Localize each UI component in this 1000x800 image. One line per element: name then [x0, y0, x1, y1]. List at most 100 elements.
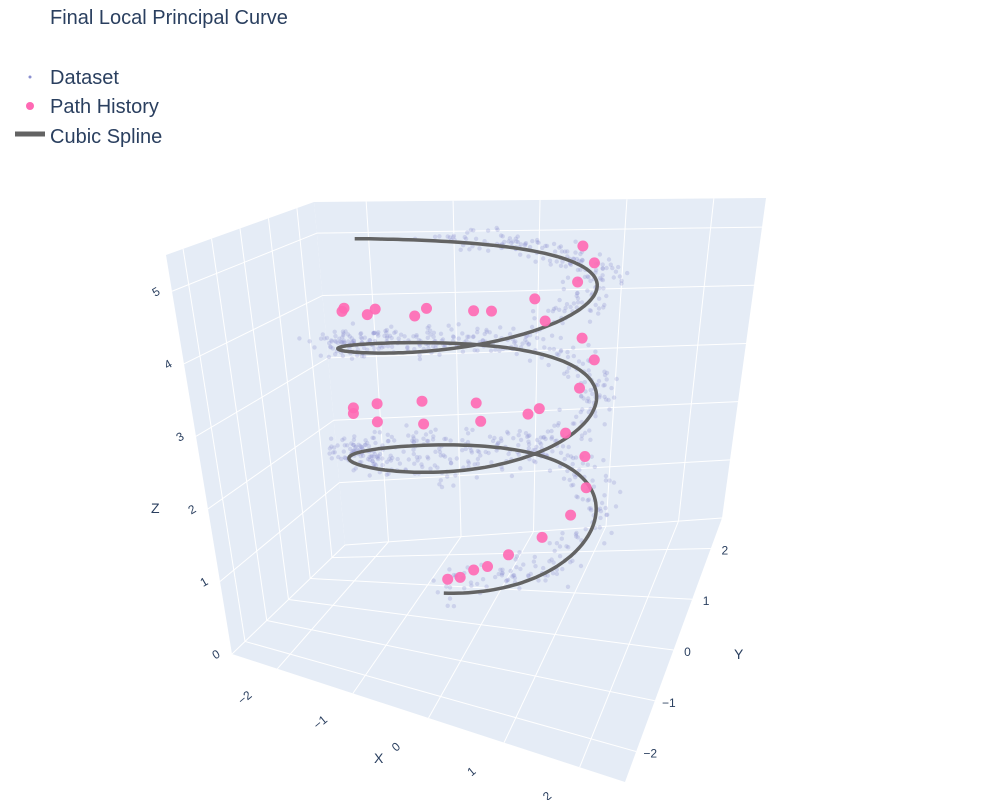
dataset-point: [385, 432, 390, 437]
dataset-point: [475, 326, 480, 331]
dataset-point: [543, 243, 548, 249]
dataset-point: [528, 571, 533, 577]
dataset-point: [571, 482, 576, 488]
dataset-point: [523, 431, 529, 436]
dataset-point: [428, 332, 433, 337]
dataset-point: [580, 258, 585, 263]
dataset-point: [534, 444, 539, 450]
dataset-point: [447, 567, 452, 572]
path-history-point: [560, 427, 572, 439]
z-tick-label: 5: [150, 284, 163, 300]
dataset-point: [424, 438, 430, 444]
dataset-point: [372, 429, 377, 435]
dataset-point: [534, 335, 540, 341]
dataset-point: [611, 395, 617, 400]
y-tick-label: 2: [721, 543, 728, 557]
dataset-point: [588, 278, 593, 284]
dataset-point: [514, 554, 520, 559]
dataset-point: [549, 333, 555, 338]
dataset-point: [465, 230, 470, 235]
dataset-point: [602, 541, 607, 546]
dataset-point: [516, 433, 521, 438]
dataset-point: [495, 441, 500, 446]
dataset-point: [333, 339, 339, 345]
dataset-point: [619, 281, 624, 286]
dataset-point: [600, 262, 605, 267]
dataset-point: [411, 334, 416, 339]
dataset-point: [595, 382, 600, 388]
dataset-point: [330, 346, 335, 351]
dataset-point: [549, 557, 554, 562]
dataset-point: [602, 302, 607, 308]
dataset-point: [414, 430, 419, 435]
dataset-point: [590, 478, 595, 483]
dataset-point: [554, 259, 559, 264]
path-history-point: [468, 305, 480, 317]
grid-line-x-back: [533, 199, 541, 532]
path-history-point: [336, 305, 348, 317]
dataset-point: [356, 442, 361, 447]
grid-line-x-back: [605, 199, 628, 527]
dataset-point: [514, 351, 519, 357]
dataset-point: [596, 296, 602, 301]
dataset-point: [375, 455, 381, 460]
dataset-point: [367, 457, 372, 463]
dataset-point: [587, 399, 592, 404]
dataset-point: [447, 585, 453, 590]
dataset-point: [381, 344, 386, 349]
dataset-point: [564, 544, 569, 549]
dataset-point: [566, 444, 571, 450]
dataset-point: [411, 434, 416, 439]
path-history-point: [482, 561, 493, 572]
dataset-point: [484, 327, 489, 333]
dataset-point: [454, 456, 459, 461]
dataset-point: [363, 438, 368, 443]
dataset-point: [380, 463, 385, 468]
dataset-point: [464, 426, 469, 432]
dataset-point: [522, 243, 528, 248]
dataset-point: [324, 335, 330, 341]
dataset-point: [562, 371, 567, 376]
dataset-point: [406, 433, 411, 438]
dataset-point: [462, 586, 467, 591]
path-history-point: [371, 398, 383, 410]
dataset-point: [411, 451, 416, 457]
dataset-point: [509, 473, 515, 479]
dataset-point: [453, 473, 458, 478]
dataset-point: [384, 327, 389, 333]
dataset-point: [340, 329, 346, 334]
dataset-point: [498, 233, 504, 238]
legend-item-path-history[interactable]: Path History: [26, 96, 159, 118]
grid-line-y-side: [211, 238, 268, 621]
dataset-point: [358, 335, 364, 340]
dataset-point: [571, 353, 576, 359]
dataset-point: [500, 567, 505, 572]
dataset-point: [401, 449, 406, 454]
path-history-point: [503, 549, 514, 561]
dataset-point: [388, 458, 394, 463]
dataset-point: [486, 450, 491, 456]
legend-item-cubic-spline[interactable]: Cubic Spline: [15, 126, 162, 148]
dataset-point: [571, 455, 576, 461]
dataset-point: [601, 458, 606, 463]
dataset-point: [380, 456, 385, 461]
dataset-point: [542, 345, 547, 350]
dataset-point: [462, 235, 467, 240]
dataset-point: [580, 361, 586, 366]
dataset-point: [512, 575, 518, 581]
dataset-point: [425, 438, 431, 444]
dataset-point: [475, 581, 480, 587]
dataset-point: [395, 456, 400, 462]
legend-item-dataset[interactable]: Dataset: [28, 67, 120, 89]
dataset-point: [565, 275, 571, 280]
dataset-point: [423, 432, 429, 437]
dataset-point: [604, 265, 609, 271]
dataset-point: [603, 473, 609, 479]
path-history-point: [470, 397, 482, 409]
dataset-point: [339, 456, 344, 462]
dataset-point: [466, 334, 471, 339]
dataset-point: [523, 337, 528, 343]
dataset-point: [432, 234, 438, 239]
dataset-point: [405, 344, 410, 350]
grid-line-y-floor: [266, 619, 655, 702]
